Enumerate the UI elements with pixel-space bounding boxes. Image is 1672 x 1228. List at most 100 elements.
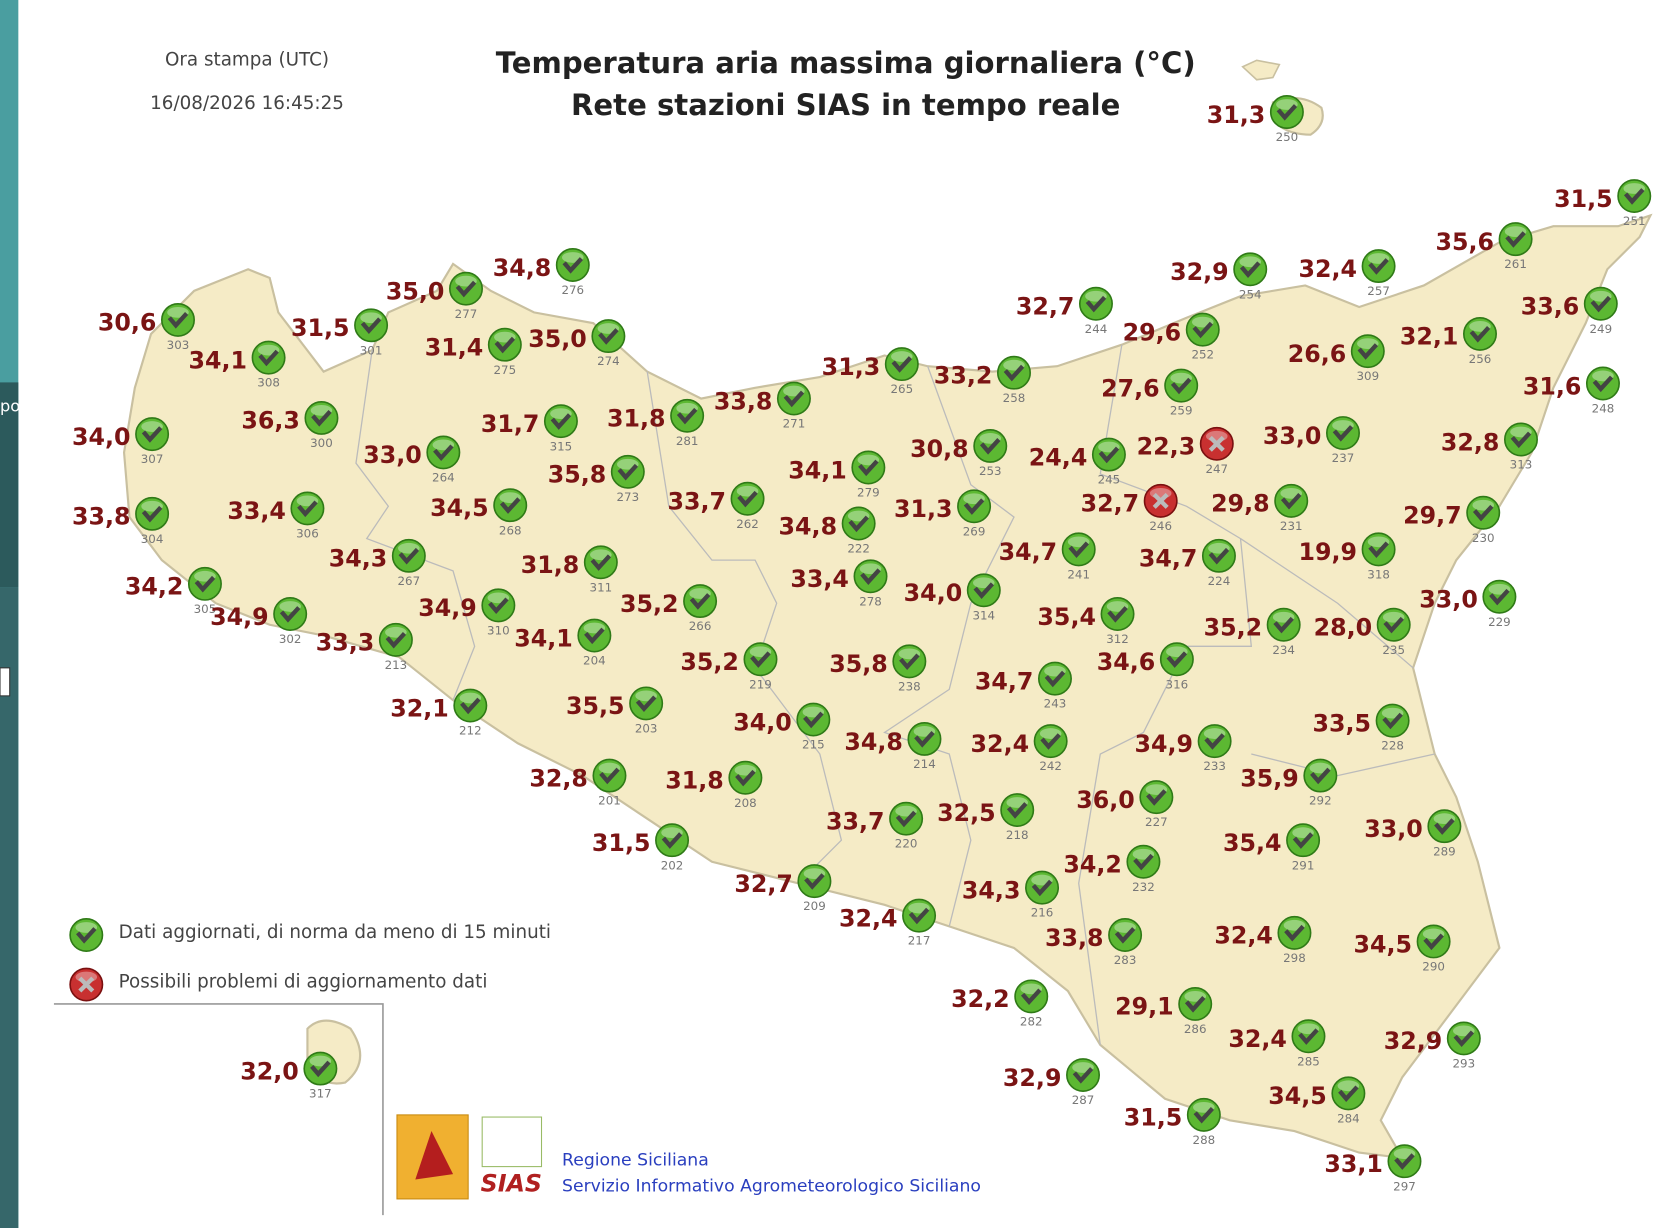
check	[1394, 1153, 1415, 1170]
station[interactable]: 34,3 267	[329, 538, 426, 588]
station[interactable]: 35,2 219	[680, 642, 778, 691]
station[interactable]: 31,3 269	[894, 489, 992, 538]
station[interactable]: 35,6 261	[1435, 222, 1533, 271]
station[interactable]: 32,4 298	[1214, 915, 1312, 965]
station[interactable]: 32,4 242	[971, 724, 1068, 773]
sidebar-control[interactable]	[0, 667, 11, 697]
station[interactable]: 33,0 229	[1419, 579, 1517, 629]
station[interactable]: 34,0 215	[733, 702, 831, 752]
station[interactable]: 35,8 273	[548, 454, 645, 504]
station[interactable]: 32,2 282	[951, 979, 1049, 1028]
station[interactable]: 32,7 246	[1081, 483, 1178, 533]
station[interactable]: 30,6 303	[98, 302, 195, 352]
station[interactable]: 34,3 216	[962, 870, 1060, 920]
station[interactable]: 34,5 284	[1268, 1076, 1366, 1125]
station[interactable]: 31,3 250	[1207, 95, 1304, 144]
station[interactable]: 32,7 244	[1016, 286, 1113, 336]
station[interactable]: 34,2 305	[125, 566, 222, 616]
station[interactable]: 33,0 264	[363, 435, 461, 485]
station[interactable]: 35,4 291	[1223, 823, 1321, 872]
station[interactable]: 34,9 302	[210, 597, 308, 646]
station[interactable]: 34,1 279	[788, 450, 886, 500]
station[interactable]: 35,2 266	[620, 584, 718, 633]
station[interactable]: 22,3 247	[1137, 426, 1234, 476]
station[interactable]: 31,8 281	[607, 398, 705, 448]
station[interactable]: 34,1 204	[514, 618, 612, 668]
station[interactable]: 35,0 277	[386, 271, 483, 321]
station[interactable]: 31,5 288	[1124, 1097, 1221, 1147]
station[interactable]: 31,5 301	[291, 308, 389, 357]
station[interactable]: 30,8 253	[910, 428, 1008, 478]
station[interactable]: 32,8 201	[529, 758, 627, 808]
station[interactable]: 19,9 318	[1298, 532, 1396, 581]
station[interactable]: 34,9 310	[418, 588, 516, 637]
station[interactable]: 32,4 217	[839, 898, 937, 948]
station[interactable]: 32,5 218	[937, 793, 1035, 842]
station[interactable]: 35,2 234	[1204, 607, 1301, 657]
station[interactable]: 34,6 316	[1097, 642, 1194, 691]
station[interactable]: 34,1 308	[188, 340, 286, 390]
station[interactable]: 32,9 287	[1003, 1058, 1101, 1107]
station[interactable]: 34,9 233	[1135, 724, 1232, 773]
station[interactable]: 35,4 312	[1037, 597, 1135, 646]
station[interactable]: 34,8 214	[844, 721, 942, 771]
station[interactable]: 35,8 238	[829, 644, 927, 693]
station[interactable]: 36,0 227	[1076, 780, 1174, 829]
station[interactable]: 32,4 285	[1228, 1019, 1326, 1068]
station[interactable]: 33,0 237	[1263, 416, 1360, 465]
station[interactable]: 34,0 307	[72, 417, 170, 466]
station[interactable]: 32,7 209	[734, 864, 832, 913]
station[interactable]: 31,6 248	[1523, 366, 1620, 416]
station[interactable]: 29,1 286	[1115, 986, 1213, 1036]
station[interactable]: 31,5 251	[1554, 179, 1652, 228]
station[interactable]: 29,7 230	[1403, 495, 1501, 545]
station[interactable]: 32,1 256	[1400, 316, 1497, 366]
station[interactable]: 34,8 276	[493, 248, 590, 297]
station[interactable]: 34,8 222	[779, 506, 876, 556]
station[interactable]: 33,1 297	[1324, 1144, 1422, 1193]
station[interactable]: 34,7 243	[975, 661, 1072, 711]
station[interactable]: 33,8 271	[714, 381, 811, 431]
station[interactable]: 31,5 202	[592, 823, 690, 872]
station[interactable]: 33,3 213	[316, 622, 413, 672]
station[interactable]: 26,6 309	[1288, 334, 1385, 383]
station[interactable]: 33,6 249	[1521, 286, 1618, 336]
station[interactable]: 31,4 275	[425, 327, 522, 377]
station[interactable]: 34,0 314	[904, 573, 1001, 622]
station[interactable]: 32,9 254	[1170, 252, 1268, 301]
station[interactable]: 33,4 278	[790, 559, 888, 608]
station[interactable]: 35,9 292	[1240, 758, 1338, 808]
station[interactable]: 36,3 300	[241, 400, 339, 450]
station[interactable]: 29,6 252	[1123, 312, 1220, 362]
station[interactable]: 31,8 208	[665, 760, 763, 810]
station[interactable]: 32,1 212	[390, 688, 488, 738]
station[interactable]: 32,0 317	[240, 1051, 338, 1101]
station[interactable]: 32,9 293	[1384, 1021, 1481, 1070]
station[interactable]: 35,5 203	[566, 686, 664, 735]
station[interactable]: 33,0 289	[1364, 809, 1462, 858]
station-temp: 31,5	[291, 314, 350, 342]
station[interactable]: 34,7 224	[1139, 538, 1236, 588]
station[interactable]: 34,5 268	[430, 488, 528, 537]
station[interactable]: 33,2 258	[934, 355, 1031, 405]
station[interactable]: 31,7 315	[481, 404, 578, 453]
station[interactable]: 33,7 262	[667, 481, 765, 531]
station[interactable]: 24,4 245	[1029, 437, 1126, 487]
station[interactable]: 33,8 304	[72, 496, 170, 546]
station[interactable]: 33,4 306	[227, 491, 325, 541]
station[interactable]: 35,0 274	[528, 319, 626, 368]
station[interactable]: 32,4 257	[1298, 249, 1396, 298]
station[interactable]: 32,8 313	[1441, 422, 1538, 472]
station[interactable]: 27,6 259	[1101, 368, 1199, 418]
station[interactable]: 28,0 235	[1314, 607, 1411, 657]
station[interactable]: 33,7 220	[826, 801, 924, 851]
station-id: 318	[1367, 567, 1390, 581]
station[interactable]: 29,8 231	[1211, 483, 1309, 533]
station[interactable]: 31,3 265	[822, 347, 919, 396]
station[interactable]: 33,5 228	[1313, 703, 1410, 753]
station[interactable]: 33,8 283	[1045, 918, 1143, 967]
station[interactable]: 34,7 241	[999, 532, 1096, 581]
station[interactable]: 34,5 290	[1354, 924, 1451, 974]
station[interactable]: 31,8 311	[521, 545, 618, 594]
station[interactable]: 34,2 232	[1063, 844, 1161, 894]
